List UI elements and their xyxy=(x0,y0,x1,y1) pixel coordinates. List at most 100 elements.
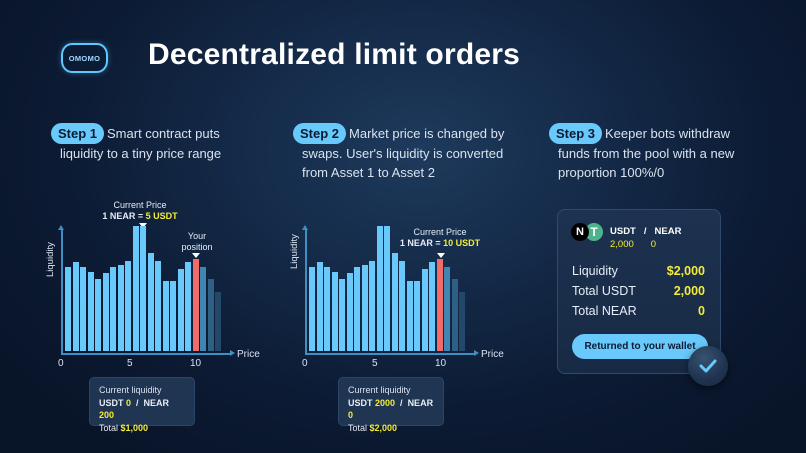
x-tick-10: 10 xyxy=(190,358,202,369)
row-value: 0 xyxy=(698,304,705,318)
current-price-marker-icon xyxy=(139,223,147,228)
liquidity-bar xyxy=(132,226,139,351)
step-1-text-line2: liquidity to a tiny price range xyxy=(60,146,222,161)
x-axis xyxy=(61,350,235,356)
liquidity-bar xyxy=(147,253,154,351)
annotation-value: 10 USDT xyxy=(443,238,481,248)
total-label: Total xyxy=(348,422,368,433)
row-label: Total USDT xyxy=(572,284,636,298)
usdt-label: USDT xyxy=(99,397,124,408)
liquidity-box-title: Current liquidity xyxy=(348,385,411,395)
annotation-title: Current Price xyxy=(113,200,167,210)
liquidity-total: Total $1,000 xyxy=(99,422,185,435)
row-value: 2,000 xyxy=(673,284,705,298)
step-2-text-line2: swaps. User's liquidity is converted xyxy=(302,146,504,161)
step-3-text-line1: Keeper bots withdraw xyxy=(605,126,731,141)
liquidity-bar xyxy=(391,253,398,351)
step-3-text-line3: proportion 100%/0 xyxy=(558,165,665,180)
usdt-value: 2000 xyxy=(375,397,396,408)
usdt-label: USDT xyxy=(348,397,373,408)
liquidity-bar xyxy=(117,264,124,351)
position-bar xyxy=(192,258,199,351)
liquidity-bar xyxy=(140,226,146,351)
x-tick-5: 5 xyxy=(372,358,378,369)
liquidity-bar xyxy=(459,292,465,351)
x-tick-5: 5 xyxy=(127,358,133,369)
omomo-logo: OMOMO xyxy=(61,43,108,73)
liquidity-bar xyxy=(215,292,221,351)
total-value: $1,000 xyxy=(120,422,149,433)
annotation-prefix: 1 NEAR = xyxy=(102,211,146,221)
step-3: Step 3 Keeper bots withdraw funds from th… xyxy=(549,123,734,182)
page-title: Decentralized limit orders xyxy=(148,38,520,71)
current-liquidity-box-2: Current liquidity USDT 2000 / NEAR 0 Tot… xyxy=(338,377,444,433)
position-marker-icon xyxy=(192,253,200,258)
liquidity-bar xyxy=(421,269,428,351)
y-axis-label: Liquidity xyxy=(45,242,56,277)
current-price-marker-icon xyxy=(437,253,445,258)
liquidity-total: Total $2,000 xyxy=(348,422,434,435)
x-tick-0: 0 xyxy=(58,358,64,369)
near-value: 200 xyxy=(99,410,115,420)
y-axis-label: Liquidity xyxy=(289,234,300,269)
pair-a-label: USDT xyxy=(610,226,636,237)
position-bar xyxy=(436,258,443,351)
liquidity-amounts: USDT 2000 / NEAR 0 xyxy=(348,397,434,421)
card-row-liquidity: Liquidity $2,000 xyxy=(572,264,705,278)
step-1-text-line1: Smart contract puts xyxy=(107,126,220,141)
returned-to-wallet-button[interactable]: Returned to your wallet xyxy=(572,334,708,359)
annotation-title: Current Price xyxy=(413,227,467,237)
usdt-value: 0 xyxy=(126,397,132,408)
token-pair: USDT / NEAR xyxy=(610,226,681,237)
step-2-text-line1: Market price is changed by xyxy=(349,126,505,141)
near-token-icon: N xyxy=(571,223,589,241)
liquidity-bar xyxy=(316,261,323,351)
pair-separator: / xyxy=(643,226,647,237)
step-1-badge: Step 1 xyxy=(51,123,105,144)
liquidity-bar xyxy=(369,260,375,351)
liquidity-bar xyxy=(339,278,345,351)
liquidity-bar xyxy=(361,264,368,351)
current-price-annotation-1: Current Price 1 NEAR = 5 USDT xyxy=(95,200,185,222)
total-label: Total xyxy=(99,422,119,433)
near-value: 0 xyxy=(348,410,354,420)
liquidity-bar xyxy=(95,278,101,351)
current-liquidity-box-1: Current liquidity USDT 0 / NEAR 200 Tota… xyxy=(89,377,195,433)
step-2-text-line3: from Asset 1 to Asset 2 xyxy=(302,165,435,180)
liquidity-bar xyxy=(102,273,109,351)
your-position-annotation: Your position xyxy=(172,231,222,253)
near-label: NEAR xyxy=(407,397,434,408)
liquidity-bar xyxy=(177,269,184,351)
liquidity-bar xyxy=(451,278,458,351)
position-label-2: position xyxy=(181,242,213,252)
liquidity-bar xyxy=(331,272,338,351)
liquidity-bar xyxy=(309,267,315,351)
liquidity-bar xyxy=(125,260,131,351)
pair-b-value: 0 xyxy=(650,239,657,250)
liquidity-bar xyxy=(444,267,450,351)
step-3-badge: Step 3 xyxy=(549,123,603,144)
liquidity-bar xyxy=(429,261,435,351)
x-tick-0: 0 xyxy=(302,358,308,369)
liquidity-bar xyxy=(170,280,176,351)
y-axis xyxy=(58,225,64,353)
liquidity-bar xyxy=(324,267,330,351)
x-axis xyxy=(305,350,479,356)
total-value: $2,000 xyxy=(369,422,398,433)
near-label: NEAR xyxy=(143,397,170,408)
liquidity-bar xyxy=(346,273,353,351)
liquidity-bar xyxy=(155,260,161,351)
liquidity-bar xyxy=(384,226,390,351)
liquidity-bar xyxy=(185,261,191,351)
card-row-total-usdt: Total USDT 2,000 xyxy=(572,284,705,298)
liquidity-bar xyxy=(65,267,71,351)
usdt-token-icon: T xyxy=(585,223,603,241)
step-1: Step 1 Smart contract puts liquidity to a… xyxy=(51,123,221,163)
liquidity-bar xyxy=(376,226,383,351)
annotation-value: 5 USDT xyxy=(145,211,178,221)
liquidity-bar xyxy=(399,260,405,351)
pair-b-label: NEAR xyxy=(654,226,682,237)
liquidity-bar xyxy=(354,267,360,351)
liquidity-bar xyxy=(80,267,86,351)
row-value: $2,000 xyxy=(666,264,705,278)
